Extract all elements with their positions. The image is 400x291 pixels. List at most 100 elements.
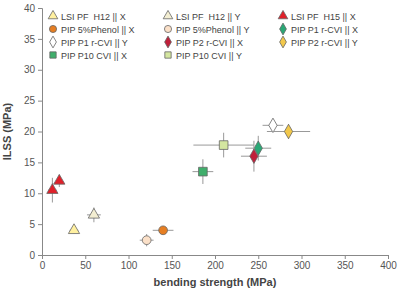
axis-line <box>43 256 389 260</box>
tick-mark <box>38 132 42 133</box>
point <box>68 224 79 234</box>
legend-item: PIP 5%Phenol || Y <box>164 25 249 35</box>
legend-item: LSI PF H12 || X <box>48 10 126 21</box>
tick: 300 <box>294 255 311 271</box>
legend-marker <box>49 25 56 32</box>
legend-item: LSI PF H12 || Y <box>163 10 240 21</box>
tick-mark <box>38 39 42 40</box>
legend-marker <box>50 52 56 58</box>
legend-item: PIP P2 r-CVI || Y <box>280 36 358 48</box>
tick: 15 <box>24 157 42 168</box>
legend-marker <box>50 36 57 48</box>
tick-label: 250 <box>250 260 267 271</box>
tick: 350 <box>337 255 354 271</box>
legend: LSI PF H12 || X LSI PF H12 || Y LSI PF H15… <box>48 10 358 60</box>
legend-label: PIP P2 r-CVI || Y <box>291 38 358 48</box>
tick-label: 0 <box>40 260 46 271</box>
series <box>267 124 310 139</box>
tick-mark <box>85 255 86 259</box>
legend-marker <box>164 25 171 32</box>
series <box>87 207 101 222</box>
legend-marker <box>48 10 58 18</box>
legend-item: LSI PF H15 || X <box>278 10 356 21</box>
x-axis-title: bending strength (MPa) <box>154 276 277 288</box>
tick-label: 25 <box>24 95 36 106</box>
tick-mark <box>345 255 346 259</box>
tick: 10 <box>24 188 42 199</box>
tick-mark <box>38 193 42 194</box>
legend-label: PIP P10 CVI || X <box>61 51 127 61</box>
legend-label: PIP 5%Phenol || X <box>61 25 135 35</box>
tick: 30 <box>24 64 42 75</box>
series <box>193 159 214 184</box>
tick-label: 50 <box>80 260 92 271</box>
tick-label: 20 <box>24 126 36 137</box>
tick-mark <box>258 255 259 259</box>
tick: 150 <box>164 255 181 271</box>
point <box>219 141 228 150</box>
legend-marker <box>280 23 287 35</box>
point <box>284 124 292 138</box>
tick-mark <box>38 101 42 102</box>
tick-label: 350 <box>337 260 354 271</box>
legend-label: LSI PF H15 || X <box>291 12 356 22</box>
tick-label: 200 <box>207 260 224 271</box>
tick: 5 <box>29 219 42 230</box>
point <box>142 236 151 245</box>
series <box>140 234 154 246</box>
tick-label: 10 <box>24 188 36 199</box>
tick-mark <box>38 224 42 225</box>
tick-mark <box>38 162 42 163</box>
tick-mark <box>388 255 389 259</box>
point <box>159 226 168 235</box>
tick-label: 35 <box>24 34 36 45</box>
legend-item: PIP 5%Phenol || X <box>49 25 134 35</box>
tick: 0 <box>40 255 46 271</box>
legend-label: LSI PF H12 || Y <box>176 12 241 22</box>
point <box>199 167 208 176</box>
point <box>47 184 58 194</box>
tick: 100 <box>121 255 138 271</box>
tick-mark <box>172 255 173 259</box>
marks <box>47 118 310 246</box>
legend-marker <box>165 36 172 48</box>
legend-item: PIP P10 CVI || X <box>50 51 127 61</box>
tick-mark <box>129 255 130 259</box>
legend-marker <box>165 52 171 58</box>
legend-label: PIP P10 CVI || Y <box>176 51 242 61</box>
tick-label: 0 <box>29 250 35 261</box>
tick-mark <box>302 255 303 259</box>
legend-marker <box>280 36 287 48</box>
tick-mark <box>38 70 42 71</box>
tick-mark <box>38 255 42 256</box>
legend-marker <box>278 10 288 18</box>
tick: 50 <box>80 255 92 271</box>
tick: 0 <box>29 250 42 261</box>
series <box>193 133 254 158</box>
axis-line <box>38 9 43 256</box>
point <box>54 174 65 184</box>
tick: 40 <box>24 3 42 14</box>
tick-label: 150 <box>164 260 181 271</box>
y-axis: 0 5 10 15 20 25 30 35 40 <box>24 3 43 261</box>
tick-label: 15 <box>24 157 36 168</box>
legend-item: PIP P10 CVI || Y <box>165 51 242 61</box>
legend-item: PIP P1 r-CVI || Y <box>50 36 128 48</box>
x-axis: 0 50 100 150 200 250 300 350 400 <box>40 255 398 271</box>
tick: 35 <box>24 34 42 45</box>
tick-label: 100 <box>121 260 138 271</box>
legend-item: PIP P1 r-CVI || X <box>280 23 358 35</box>
legend-item: PIP P2 r-CVI || X <box>165 36 243 48</box>
tick: 20 <box>24 126 42 137</box>
tick: 200 <box>207 255 224 271</box>
y-axis-title: ILSS (MPa) <box>1 102 13 160</box>
plot: 0 50 100 150 200 250 300 350 400 0 5 10 15 20 25 30 35 40 <box>24 3 397 271</box>
series <box>263 118 284 132</box>
tick-label: 30 <box>24 64 36 75</box>
tick-label: 400 <box>380 260 397 271</box>
series <box>153 226 174 235</box>
legend-label: PIP 5%Phenol || Y <box>176 25 249 35</box>
point <box>250 149 258 163</box>
legend-marker <box>163 10 173 18</box>
legend-label: PIP P1 r-CVI || Y <box>61 38 128 48</box>
